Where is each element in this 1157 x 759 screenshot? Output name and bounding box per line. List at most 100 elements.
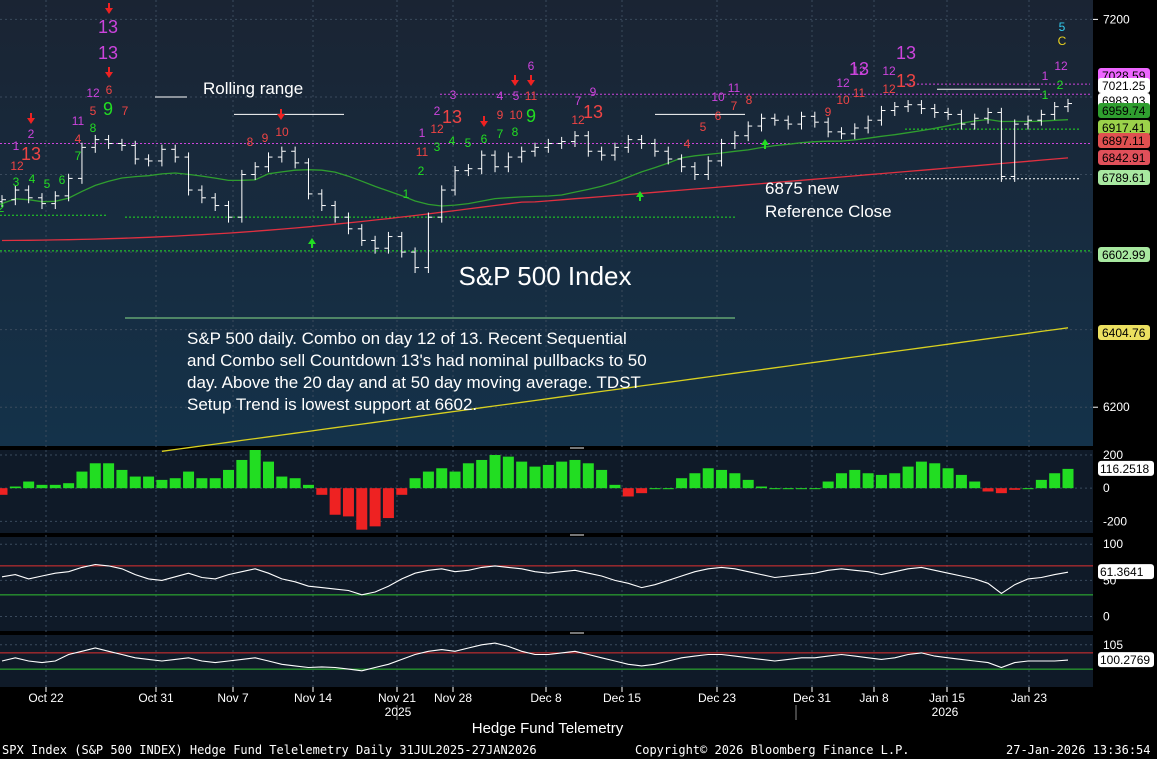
price-label-text: 6897.11 xyxy=(1102,134,1145,148)
demark-count: 2 xyxy=(28,127,35,141)
histogram-bar xyxy=(569,459,581,489)
histogram-bar xyxy=(76,471,88,489)
top-right-c: C xyxy=(1058,34,1067,48)
histogram-bar xyxy=(622,488,634,497)
osc1-last-text: 116.2518 xyxy=(1100,462,1149,476)
histogram-bar xyxy=(969,481,981,489)
price-label-text: 6789.61 xyxy=(1102,171,1146,185)
year-label-2026: 2026 xyxy=(932,705,959,719)
osc3-last-box xyxy=(1098,652,1154,668)
histogram-bar xyxy=(369,488,381,527)
histogram-bar xyxy=(1022,488,1034,490)
ma-50-line xyxy=(1,157,1069,242)
label-layer: 7028.597021.256983.036959.746917.416897.… xyxy=(1098,68,1154,668)
commentary-line1: S&P 500 daily. Combo on day 12 of 13. Re… xyxy=(187,329,627,348)
demark-count: 2 xyxy=(0,201,5,215)
demark-count: 12 xyxy=(836,76,850,90)
demark-count: 3 xyxy=(450,88,457,102)
histogram-bar xyxy=(116,469,128,489)
histogram-bar xyxy=(729,473,741,489)
histogram-bar xyxy=(889,473,901,489)
histogram-bar xyxy=(582,463,594,489)
price-label-box xyxy=(1098,78,1150,93)
demark-count: 1 xyxy=(403,187,410,201)
demark-count: 4 xyxy=(449,134,456,148)
oscillator-1-layer xyxy=(0,450,1074,530)
demark-count: 5 xyxy=(513,89,520,103)
histogram-bar xyxy=(89,463,101,489)
price-label-box xyxy=(1098,133,1150,148)
histogram-bar xyxy=(156,479,168,489)
osc3-line xyxy=(1,642,1069,672)
osc2-line xyxy=(1,563,1069,596)
axis-layer: Oct 22 Oct 31 Nov 7 Nov 14 Nov 21 Nov 28 Dec 8… xyxy=(28,12,1130,720)
demark-count: 1 xyxy=(419,126,426,140)
price-label-box xyxy=(1098,170,1150,185)
histogram-bar xyxy=(942,468,954,489)
osc2-last-text: 61.3641 xyxy=(1100,565,1144,579)
price-label-box xyxy=(1098,247,1150,262)
histogram-bar xyxy=(449,471,461,489)
histogram-bar xyxy=(1009,488,1021,490)
demark-count: 4 xyxy=(497,89,504,103)
demark-count: 5 xyxy=(465,136,472,150)
demark-count: 6 xyxy=(528,59,535,73)
demark-countdown: 13 xyxy=(21,144,41,164)
oscillator-2-layer xyxy=(0,563,1093,596)
histogram-bar xyxy=(236,459,248,489)
histogram-bar xyxy=(489,454,501,489)
x-tick-label: Dec 15 xyxy=(603,691,641,705)
demark-countdown: 9 xyxy=(103,99,113,119)
demark-countdown: 13 xyxy=(583,102,603,122)
commentary-line2: and Combo sell Countdown 13's had nomina… xyxy=(187,351,647,370)
sell-arrow xyxy=(527,80,535,86)
x-tick-label: Dec 8 xyxy=(530,691,562,705)
osc2-last-box xyxy=(1098,564,1154,580)
demark-countdown: 13 xyxy=(98,17,118,37)
price-label-box xyxy=(1098,103,1150,118)
demark-count: 11 xyxy=(853,86,866,100)
osc1-tick-label: -200 xyxy=(1103,514,1127,528)
buy-arrow xyxy=(308,238,316,244)
demark-countdown: 13 xyxy=(896,71,916,91)
histogram-bar xyxy=(875,474,887,489)
demark-count: 5 xyxy=(700,120,707,134)
demark-count: 9 xyxy=(825,105,832,119)
histogram-bar xyxy=(0,488,8,495)
histogram-bar xyxy=(316,488,328,495)
footer-center: Copyright© 2026 Bloomberg Finance L.P. xyxy=(635,743,910,757)
demark-count: 10 xyxy=(509,108,523,122)
histogram-bar xyxy=(809,488,821,490)
histogram-bar xyxy=(756,486,768,489)
demark-count: 4 xyxy=(684,137,691,151)
histogram-bar xyxy=(796,488,807,490)
y-tick-label: 6200 xyxy=(1103,400,1130,414)
demark-count: 12 xyxy=(882,64,896,78)
x-tick-label: Dec 31 xyxy=(793,691,831,705)
rolling-range-label: Rolling range xyxy=(203,79,303,98)
histogram-bar xyxy=(689,473,701,489)
histogram-bar xyxy=(36,484,48,489)
histogram-bar xyxy=(276,476,288,489)
price-label-box xyxy=(1098,120,1150,135)
sell-arrow xyxy=(480,121,488,127)
demark-count: 1 xyxy=(1042,88,1049,102)
x-tick-label: Oct 31 xyxy=(138,691,174,705)
histogram-bar xyxy=(436,468,448,489)
ma-200-line xyxy=(161,327,1069,452)
sell-arrow xyxy=(105,8,113,14)
price-label-text: 6842.91 xyxy=(1102,151,1146,165)
demark-count: 6 xyxy=(715,109,722,123)
reference-close-line2: Reference Close xyxy=(765,202,892,221)
demark-count: 12 xyxy=(882,82,896,96)
demark-count: 8 xyxy=(90,121,97,135)
panel-divider-grip xyxy=(570,447,584,449)
x-axis-title: Hedge Fund Telemetry xyxy=(471,720,624,737)
demark-count: 11 xyxy=(525,89,538,103)
demark-count: 10 xyxy=(836,93,850,107)
histogram-bar xyxy=(902,466,914,489)
osc1-tick-label: 0 xyxy=(1103,481,1110,495)
demark-count: 7 xyxy=(75,149,82,163)
demark-count: 8 xyxy=(746,93,753,107)
price-label-box xyxy=(1098,325,1150,340)
